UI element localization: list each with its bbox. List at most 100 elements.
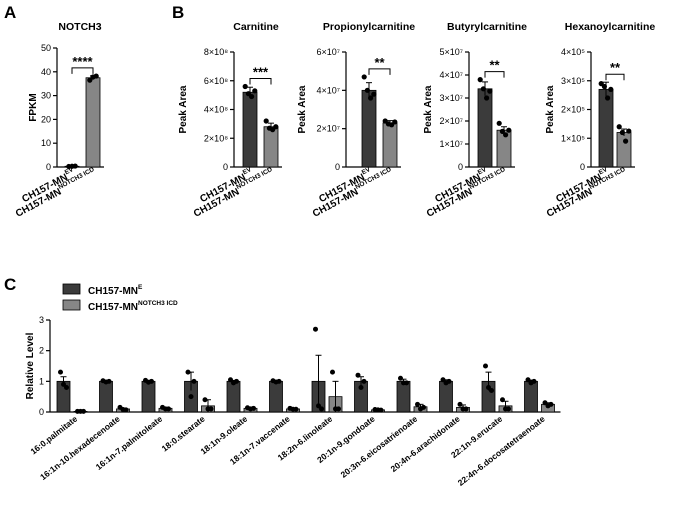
chart-c-legend-swatch-2 bbox=[62, 299, 81, 311]
chart-c-point bbox=[398, 375, 403, 381]
chart-2-y-tick-label: 4×10⁸ bbox=[204, 105, 228, 115]
chart-c-point bbox=[404, 380, 409, 386]
chart-2-sig-bracket bbox=[249, 78, 272, 85]
chart-c-point bbox=[202, 397, 208, 403]
chart-4-y-tick-label: 0 bbox=[458, 162, 463, 172]
chart-c-point bbox=[61, 381, 66, 387]
chart-c-point bbox=[506, 406, 511, 412]
chart-5-point bbox=[605, 95, 611, 101]
chart-1-bar-2 bbox=[85, 77, 101, 168]
chart-3-bar-2 bbox=[382, 122, 398, 168]
chart-4-point bbox=[496, 120, 502, 126]
chart-2-y-tick-label: 8×10⁸ bbox=[204, 47, 228, 57]
panel-label-c: C bbox=[4, 275, 16, 294]
chart-c-point bbox=[188, 394, 194, 400]
chart-c-point bbox=[336, 406, 341, 412]
chart-1-y-tick-label: 30 bbox=[41, 91, 51, 101]
chart-4-point bbox=[487, 88, 493, 94]
chart-5-sig-label: ** bbox=[610, 60, 621, 75]
chart-5-point bbox=[626, 128, 632, 134]
panel-label-a: A bbox=[4, 3, 16, 22]
chart-2-bar-2 bbox=[263, 126, 279, 168]
chart-c-point bbox=[500, 397, 505, 403]
chart-c-point bbox=[64, 384, 69, 390]
chart-3-y-tick-label: 6×10⁷ bbox=[316, 47, 340, 57]
chart-c-legend-label-2: CH157-MNNOTCH3 ICD bbox=[88, 300, 178, 313]
chart-4-y-label: Peak Area bbox=[423, 85, 434, 133]
chart-c-point bbox=[548, 401, 554, 407]
chart-1-point bbox=[93, 73, 99, 79]
chart-c-point bbox=[185, 369, 191, 375]
chart-c-point bbox=[316, 403, 321, 409]
chart-4-title: Butyrylcarnitine bbox=[447, 21, 527, 33]
chart-c-point bbox=[542, 400, 548, 406]
chart-1-y-tick-label: 40 bbox=[41, 67, 51, 77]
chart-1-y-tick-label: 10 bbox=[41, 138, 51, 148]
chart-c-y-tick-label: 0 bbox=[39, 407, 44, 417]
chart-4-point bbox=[480, 86, 486, 92]
chart-c-point bbox=[234, 378, 239, 384]
chart-c-point bbox=[457, 401, 463, 407]
chart-3-y-tick-label: 4×10⁷ bbox=[316, 85, 340, 95]
chart-c-point bbox=[313, 326, 318, 332]
chart-2-point bbox=[252, 88, 258, 94]
chart-c-point bbox=[319, 406, 324, 412]
chart-c-point bbox=[330, 369, 335, 375]
chart-5-point bbox=[616, 124, 622, 130]
chart-2-bar-1 bbox=[242, 91, 258, 168]
chart-5-y-tick-label: 3×10⁵ bbox=[561, 76, 585, 86]
chart-3-point bbox=[368, 95, 374, 101]
chart-c-legend-label-1: CH157-MNE bbox=[88, 284, 143, 297]
chart-c-point bbox=[358, 384, 364, 390]
chart-c-category-label: 22:4n-6.docosatetraenoate bbox=[456, 414, 547, 488]
chart-c-point bbox=[149, 378, 154, 384]
chart-2-sig-label: *** bbox=[253, 65, 269, 80]
chart-5-point bbox=[619, 129, 626, 136]
chart-1-point bbox=[87, 77, 93, 83]
chart-c-legend-swatch-1 bbox=[62, 283, 81, 295]
chart-c-point bbox=[486, 384, 491, 390]
chart-5-title: Hexanoylcarnitine bbox=[565, 21, 656, 33]
chart-c-point bbox=[58, 369, 63, 375]
chart-5-y-tick-label: 1×10⁵ bbox=[561, 133, 585, 143]
chart-4-y-tick-label: 2×10⁷ bbox=[439, 116, 463, 126]
chart-1-y-tick-label: 50 bbox=[41, 43, 51, 53]
chart-3-sig-bracket bbox=[368, 68, 391, 75]
chart-c-point bbox=[446, 378, 452, 384]
chart-c-y-tick-label: 1 bbox=[39, 376, 44, 386]
chart-1-sig-label: **** bbox=[72, 54, 93, 69]
chart-c-bar-s1 bbox=[269, 380, 283, 413]
chart-c-point bbox=[531, 378, 537, 384]
chart-c-point bbox=[489, 388, 494, 394]
chart-4-point bbox=[506, 127, 512, 133]
chart-c-y-tick-label: 3 bbox=[39, 315, 44, 325]
chart-4-bar-1 bbox=[477, 88, 493, 168]
chart-5-bar-1 bbox=[598, 88, 614, 168]
chart-3-point bbox=[371, 91, 377, 97]
chart-2-y-tick-label: 0 bbox=[223, 162, 228, 172]
chart-c-y-tick-label: 2 bbox=[39, 346, 44, 356]
chart-c-bar-s1 bbox=[524, 380, 538, 413]
chart-c-category-label: 20:3n-6.eicosatrienoate bbox=[339, 414, 420, 480]
chart-2-title: Carnitine bbox=[233, 21, 279, 33]
chart-2-point bbox=[242, 83, 248, 90]
chart-c-bar-s1 bbox=[141, 380, 156, 413]
chart-c-bar-s1 bbox=[226, 380, 241, 413]
chart-3-point bbox=[364, 87, 370, 93]
chart-4-sig-label: ** bbox=[489, 58, 500, 73]
chart-3-bar-1 bbox=[361, 89, 377, 168]
chart-5-x-label-2: CH157-MNNOTCH3 ICD bbox=[545, 166, 627, 220]
chart-c-bar-s1 bbox=[396, 380, 411, 413]
chart-c-category-label: 16:1n-10.hexadecenoate bbox=[38, 414, 122, 483]
chart-3-y-label: Peak Area bbox=[297, 85, 308, 133]
chart-c-bar-s1 bbox=[439, 380, 453, 413]
chart-c-bar-s1 bbox=[99, 380, 113, 413]
chart-4-y-tick-label: 3×10⁷ bbox=[439, 93, 463, 103]
chart-2-y-label: Peak Area bbox=[178, 85, 189, 133]
chart-3-y-tick-label: 0 bbox=[335, 162, 340, 172]
chart-5-y-label: Peak Area bbox=[545, 85, 556, 133]
chart-c-point bbox=[483, 363, 488, 369]
chart-5-y-tick-label: 4×10⁵ bbox=[561, 47, 585, 57]
chart-2-y-tick-label: 2×10⁸ bbox=[204, 133, 228, 143]
